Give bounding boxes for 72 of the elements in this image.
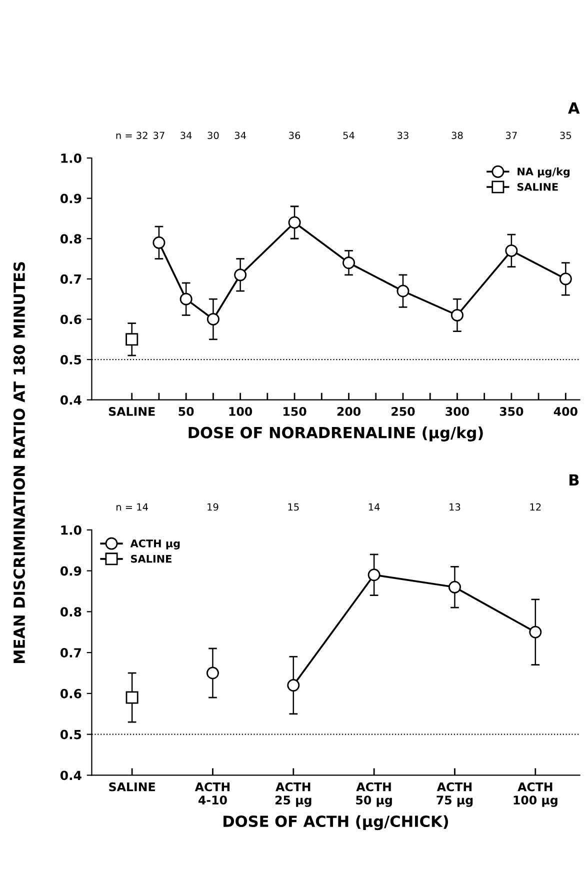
text: 34 xyxy=(180,132,192,140)
point xyxy=(368,568,380,582)
y-tick-label: 0.5 xyxy=(60,355,82,364)
y-tick-label: 0.6 xyxy=(60,314,82,324)
x-tick-label: 300 xyxy=(446,406,469,416)
legend-label: ACTH µg xyxy=(130,539,180,550)
x-tick-label: ACTH 100 µg xyxy=(514,782,558,807)
x-tick-label: SALINE xyxy=(109,782,155,792)
text: n = 32 xyxy=(116,132,148,140)
x-tick-label: ACTH 25 µg xyxy=(275,782,312,807)
y-tick-label: 0.5 xyxy=(60,730,82,740)
text: 30 xyxy=(208,132,219,140)
x-axis-title: DOSE OF ACTH (µg/CHICK) xyxy=(224,815,448,830)
point xyxy=(126,333,138,346)
legend-label: SALINE xyxy=(517,182,558,191)
point xyxy=(287,679,300,692)
point xyxy=(529,626,542,638)
point xyxy=(396,284,410,298)
x-tick-label: ACTH 50 µg xyxy=(356,782,392,807)
text: 19 xyxy=(208,503,218,511)
text: 12 xyxy=(530,503,541,511)
text: 15 xyxy=(288,503,299,511)
point xyxy=(234,268,247,282)
x-tick-label: ACTH 75 µg xyxy=(436,782,473,807)
point xyxy=(180,292,192,306)
x-tick-label: 250 xyxy=(392,406,415,416)
y-tick-label: 1.0 xyxy=(61,525,82,535)
text: 54 xyxy=(343,132,354,140)
y-tick-label: 0.4 xyxy=(60,395,82,405)
point xyxy=(559,272,572,286)
point xyxy=(450,308,464,322)
y-tick-label: 0.8 xyxy=(60,607,82,617)
y-tick-label: 0.9 xyxy=(60,566,82,576)
y-tick-label: 0.4 xyxy=(60,770,82,780)
y-tick-label: 0.7 xyxy=(60,648,82,658)
x-tick-label: ACTH 4-10 xyxy=(194,782,230,805)
text: 33 xyxy=(398,132,408,140)
point xyxy=(206,312,220,326)
x-tick-label: 350 xyxy=(500,406,524,416)
x-tick-label: 100 xyxy=(229,406,252,416)
text: 13 xyxy=(450,503,460,511)
x-tick-label: 50 xyxy=(178,406,194,416)
x-tick-label: 400 xyxy=(554,406,578,416)
point xyxy=(342,256,356,270)
point xyxy=(288,216,301,229)
point xyxy=(448,580,461,594)
legend-label: SALINE xyxy=(131,554,172,563)
x-tick-label: 200 xyxy=(337,406,361,416)
x-tick-label: 150 xyxy=(284,406,306,416)
point xyxy=(126,691,138,704)
y-tick-label: 0.6 xyxy=(60,688,82,698)
legend-label: NA µg/kg xyxy=(518,167,570,178)
x-tick-label: SALINE xyxy=(108,406,155,416)
y-tick-label: 0.8 xyxy=(60,234,82,244)
point xyxy=(505,244,518,257)
text: n = 14 xyxy=(116,503,148,511)
text: 34 xyxy=(234,132,246,140)
text: 36 xyxy=(289,132,300,140)
y-tick-label: 0.9 xyxy=(60,194,82,204)
text: 35 xyxy=(560,132,572,140)
text: 37 xyxy=(154,132,164,140)
point xyxy=(152,236,166,249)
chart-title: A xyxy=(568,102,580,114)
y-tick-label: 1.0 xyxy=(61,153,82,163)
y-tick-label: 0.7 xyxy=(60,274,82,284)
text: 38 xyxy=(452,132,463,140)
point xyxy=(206,666,219,680)
y-axis-title: MEAN DISCRIMINATION RATIO AT 180 MINUTES xyxy=(13,262,26,664)
text: 37 xyxy=(506,132,517,140)
chart-title: B xyxy=(570,474,579,486)
text: 14 xyxy=(368,503,380,511)
x-axis-title: DOSE OF NORADRENALINE (µg/kg) xyxy=(188,426,483,442)
